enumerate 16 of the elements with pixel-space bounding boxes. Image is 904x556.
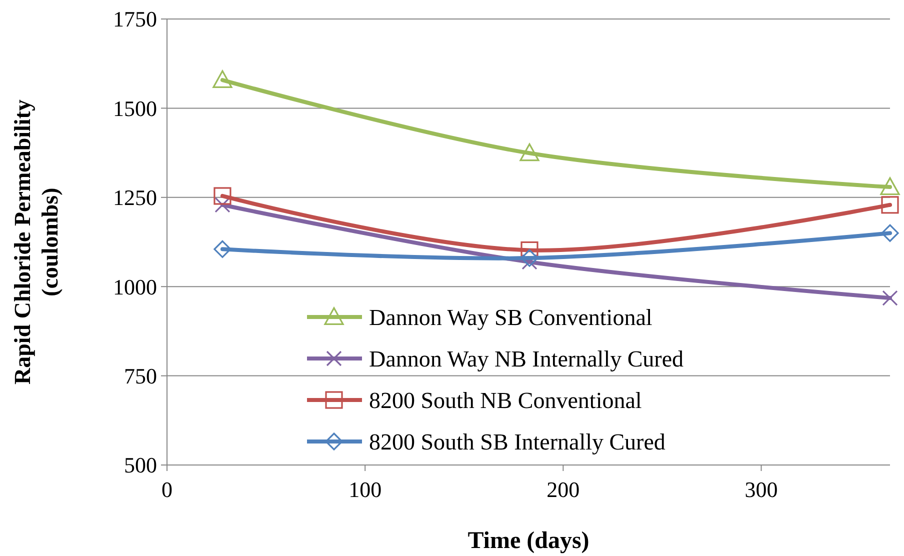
x-tick-label: 200 [546, 477, 580, 502]
x-axis-title: Time (days) [468, 528, 590, 554]
y-tick-label: 1500 [113, 96, 157, 121]
y-tick-label: 500 [124, 452, 157, 478]
legend-label: Dannon Way NB Internally Cured [369, 346, 684, 372]
y-tick-label: 1000 [113, 274, 157, 300]
y-tick-label: 1750 [113, 6, 157, 32]
y-tick-label: 750 [124, 364, 157, 388]
x-tick-label: 300 [744, 477, 778, 502]
legend-label: 8200 South SB Internally Cured [369, 430, 666, 455]
legend-label: Dannon Way SB Conventional [369, 305, 652, 330]
y-tick-label: 1250 [113, 185, 157, 210]
legend-label: 8200 South NB Conventional [369, 388, 642, 414]
x-tick-label: 100 [348, 477, 382, 502]
y-axis-title: Rapid Chloride Permeability (coulombs) [10, 99, 63, 384]
x-tick-label: 0 [162, 477, 172, 502]
